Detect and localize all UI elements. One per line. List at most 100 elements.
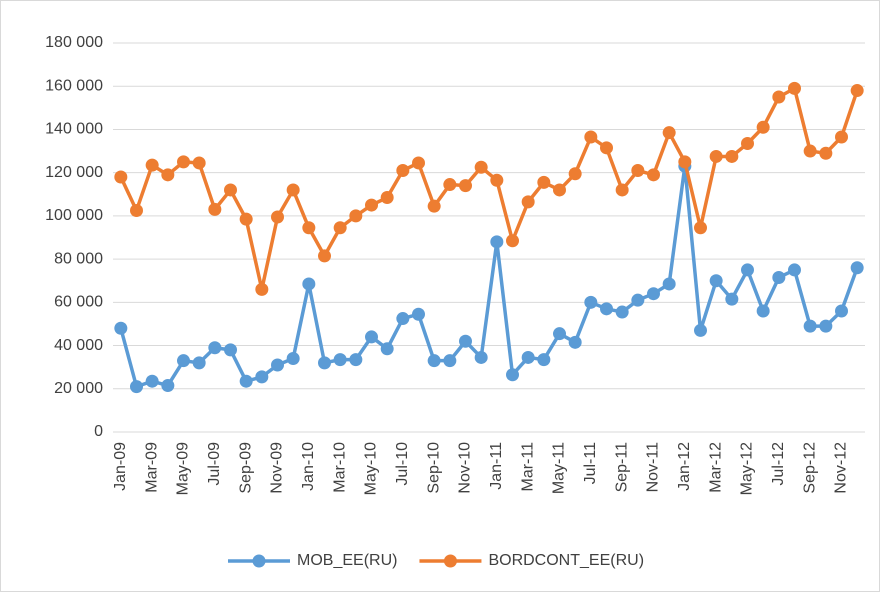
data-point: [725, 149, 739, 163]
data-point: [318, 249, 331, 263]
data-point: [490, 235, 504, 249]
data-point: [819, 319, 833, 333]
data-point: [850, 261, 864, 275]
data-point: [443, 354, 457, 368]
y-tick-label: 140 000: [45, 121, 103, 138]
y-tick-label: 120 000: [45, 164, 103, 181]
data-point: [177, 354, 190, 368]
data-point: [741, 263, 754, 277]
x-tick-label: Jul-09: [206, 442, 223, 486]
data-point: [271, 210, 284, 224]
x-tick-label: Jan-09: [112, 442, 129, 491]
data-point: [427, 199, 441, 213]
y-tick-label: 40 000: [54, 337, 103, 354]
data-point: [615, 183, 629, 197]
x-tick-label: May-12: [739, 442, 756, 495]
data-point: [772, 90, 786, 104]
data-point: [647, 168, 660, 182]
data-point: [208, 341, 222, 355]
x-tick-label: May-09: [175, 442, 192, 495]
data-point: [694, 221, 707, 235]
data-point: [772, 270, 786, 284]
data-point: [412, 156, 425, 170]
x-tick-label: Jul-11: [582, 442, 599, 484]
data-point: [600, 302, 613, 316]
legend-marker: [252, 554, 266, 568]
data-point: [239, 374, 253, 388]
data-point: [333, 353, 347, 367]
y-tick-label: 20 000: [54, 380, 103, 397]
y-tick-label: 180 000: [45, 34, 103, 51]
data-point: [615, 305, 629, 319]
data-point: [553, 327, 566, 341]
data-point: [349, 353, 363, 367]
x-tick-label: Jan-11: [488, 442, 505, 490]
data-point: [756, 120, 770, 134]
data-point: [380, 342, 394, 356]
x-tick-label: Jan-12: [676, 442, 693, 491]
x-tick-label: Sep-09: [237, 442, 254, 494]
data-point: [521, 195, 535, 209]
data-point: [286, 352, 300, 366]
data-point: [224, 343, 237, 357]
x-tick-label: Nov-10: [457, 442, 474, 494]
x-tick-label: Sep-11: [613, 442, 630, 493]
data-point: [694, 323, 707, 337]
data-point: [553, 183, 566, 197]
data-point: [725, 292, 739, 306]
y-tick-label: 0: [94, 423, 103, 440]
data-point: [333, 221, 347, 235]
data-point: [318, 356, 331, 370]
data-point: [803, 319, 817, 333]
data-point: [568, 335, 582, 349]
y-tick-label: 100 000: [45, 207, 103, 224]
x-tick-label: Jul-10: [394, 442, 411, 486]
x-tick-label: Nov-12: [833, 442, 850, 494]
data-point: [584, 130, 598, 144]
data-point: [427, 354, 441, 368]
data-point: [474, 160, 488, 174]
data-point: [459, 179, 472, 193]
data-point: [130, 380, 143, 394]
data-point: [568, 167, 582, 181]
data-point: [850, 84, 864, 98]
x-tick-label: Sep-10: [425, 442, 442, 494]
data-point: [145, 158, 159, 172]
legend-marker: [443, 554, 457, 568]
data-point: [302, 221, 316, 235]
y-tick-label: 160 000: [45, 77, 103, 94]
data-point: [114, 321, 128, 335]
data-point: [145, 374, 159, 388]
data-point: [114, 170, 128, 184]
x-tick-label: Mar-10: [331, 442, 348, 493]
data-point: [412, 307, 425, 321]
data-point: [255, 370, 269, 384]
y-tick-label: 60 000: [54, 294, 103, 311]
data-point: [835, 130, 848, 144]
data-point: [208, 202, 222, 216]
x-tick-label: Nov-11: [645, 442, 662, 492]
data-point: [302, 277, 316, 291]
data-point: [130, 203, 143, 217]
data-point: [756, 304, 770, 318]
data-point: [239, 212, 253, 226]
x-tick-label: Jul-12: [770, 442, 787, 486]
data-point: [647, 287, 660, 301]
data-point: [600, 141, 613, 155]
x-tick-label: Mar-12: [707, 442, 724, 493]
data-point: [396, 164, 410, 178]
data-point: [662, 126, 676, 140]
data-point: [177, 155, 190, 169]
legend-label: MOB_EE(RU): [297, 552, 397, 569]
data-point: [709, 149, 723, 163]
data-point: [490, 173, 504, 187]
data-point: [631, 164, 645, 178]
data-point: [506, 234, 519, 248]
data-point: [286, 183, 300, 197]
data-point: [537, 353, 551, 367]
data-point: [506, 368, 519, 382]
data-point: [365, 330, 378, 344]
x-tick-label: Jan-10: [300, 442, 317, 491]
data-point: [380, 191, 394, 205]
data-point: [662, 277, 676, 291]
